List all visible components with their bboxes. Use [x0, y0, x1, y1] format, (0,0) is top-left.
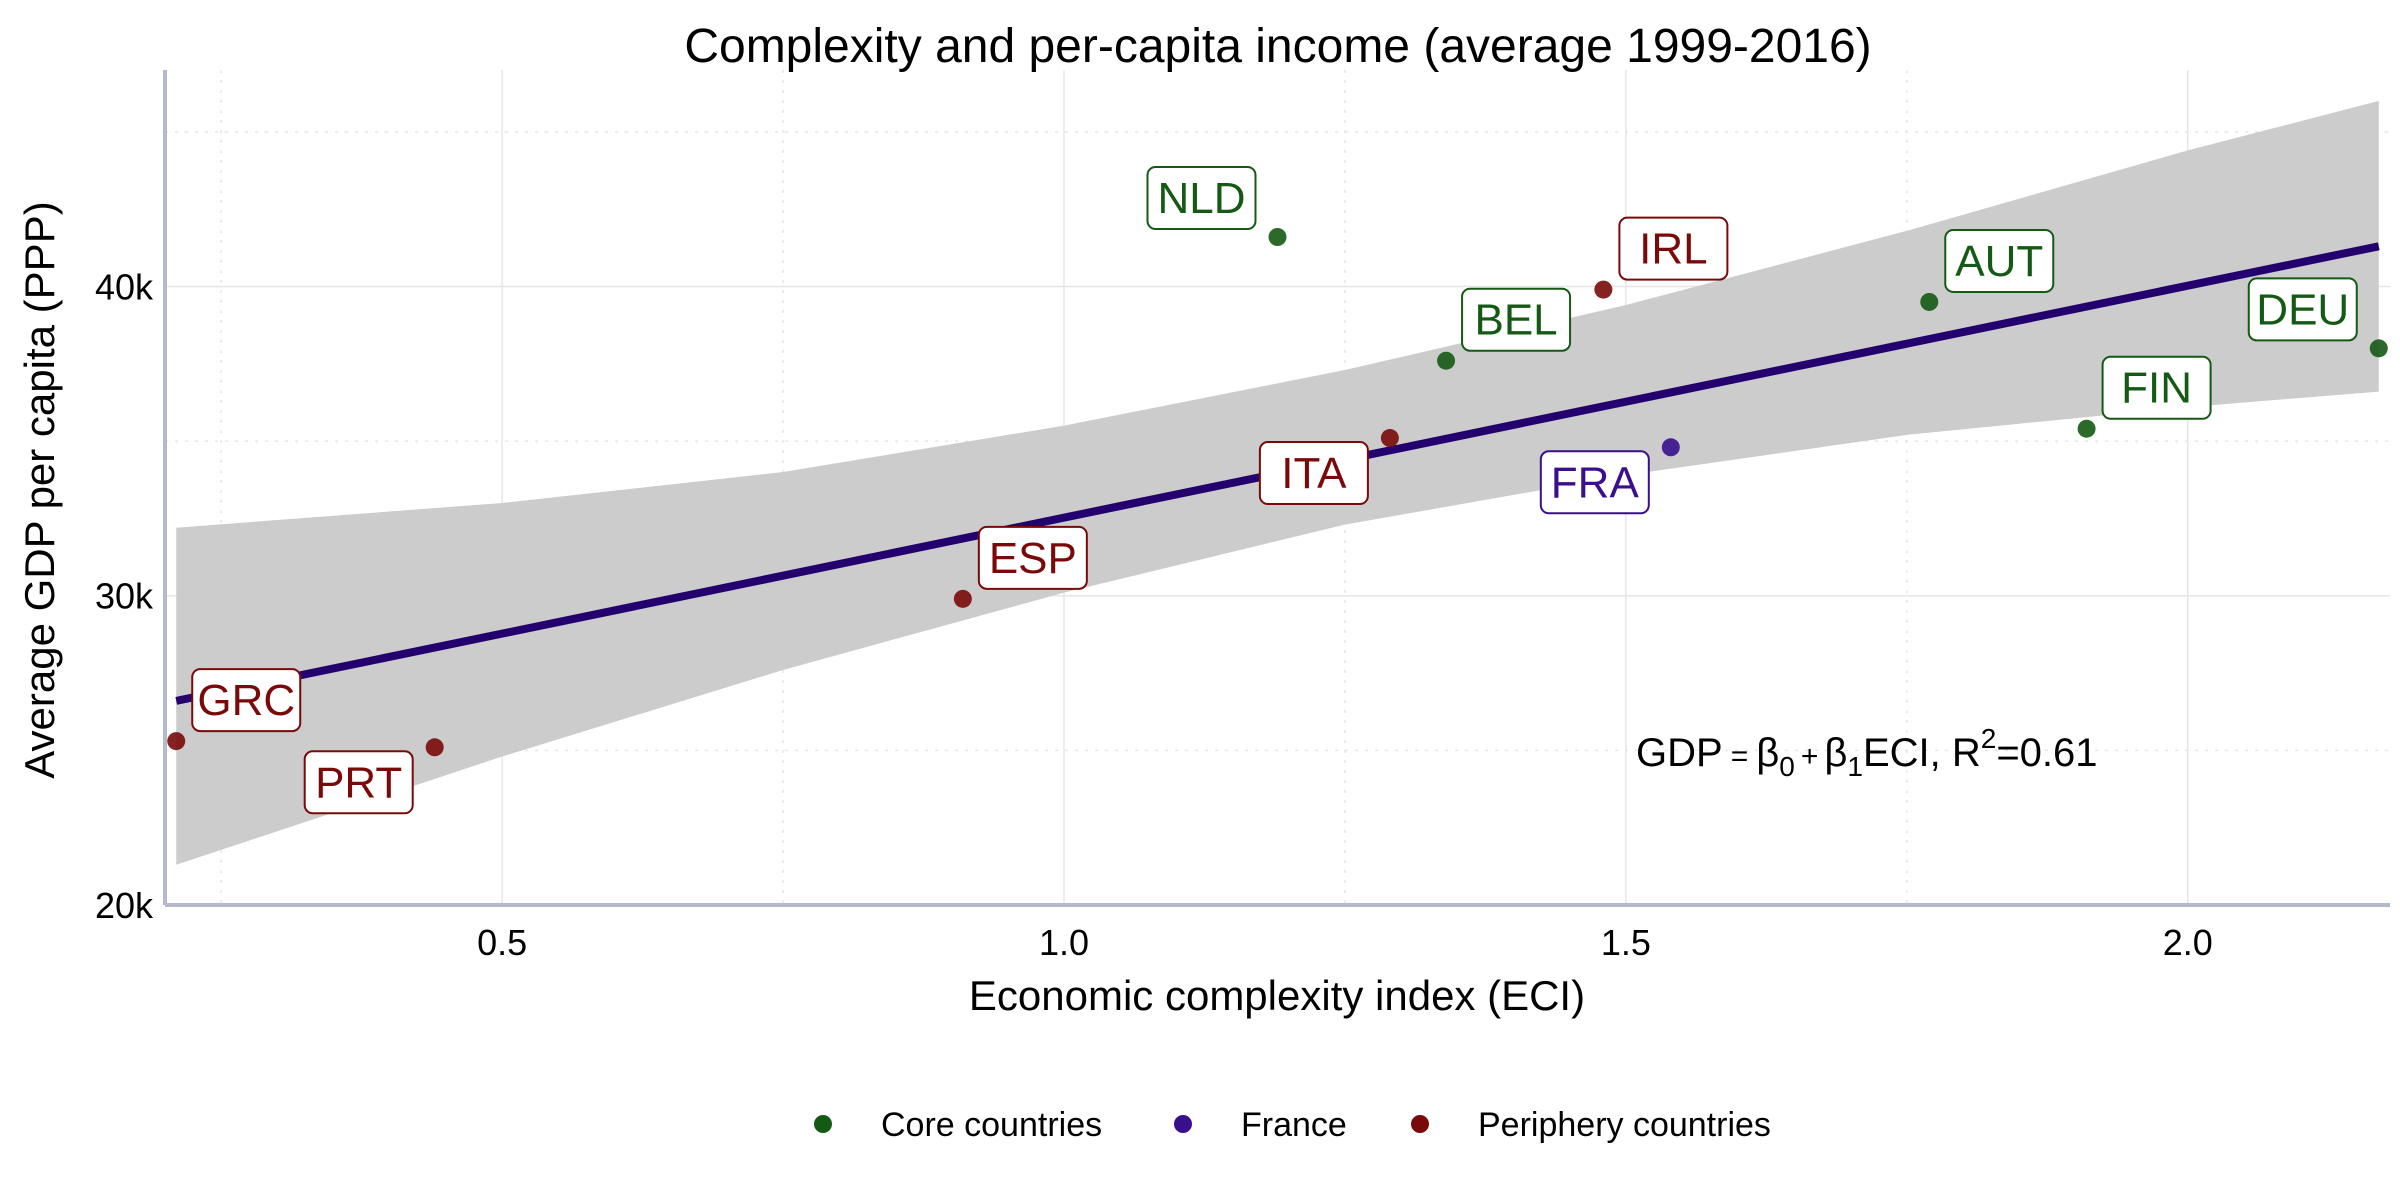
data-point [2077, 419, 2096, 438]
data-point [1594, 280, 1613, 299]
point-label-box [1258, 441, 1369, 506]
point-label: ESP [989, 534, 1077, 583]
y-axis-title: Average GDP per capita (PPP) [16, 201, 63, 778]
legend-label: Periphery countries [1478, 1106, 1771, 1144]
regression-annotation: GDP = β0 + β1ECI, R2=0.61 [1636, 723, 2098, 782]
point-label: DEU [2256, 285, 2349, 334]
point-labels: NLD BEL AUT FIN DEU FRA IRL ITA ESP GRC PRT [191, 166, 2358, 815]
point-label-box [1461, 287, 1572, 352]
data-point [1920, 292, 1939, 311]
x-tick-label: 1.0 [1039, 922, 1089, 963]
point-label: FRA [1551, 458, 1640, 507]
point-label-box [2101, 355, 2212, 420]
point-label: PRT [315, 758, 402, 807]
point-label-box [1539, 450, 1650, 515]
legend-swatch [1174, 1115, 1192, 1133]
axis-ticks: 0.5 1.0 1.5 2.0 20k 30k 40k [95, 266, 2213, 963]
point-label-box [977, 525, 1088, 590]
legend: Core countries France Periphery countries [814, 1106, 1771, 1144]
data-point [425, 738, 444, 757]
x-tick-label: 2.0 [2163, 922, 2213, 963]
x-tick-label: 1.5 [1601, 922, 1651, 963]
data-point [1661, 438, 1680, 457]
y-tick-label: 30k [95, 576, 154, 617]
point-label-box [2247, 277, 2358, 342]
point-label: FIN [2121, 364, 2192, 413]
legend-swatch [1411, 1115, 1429, 1133]
point-label-box [303, 750, 414, 815]
point-label: BEL [1474, 296, 1557, 345]
point-label: AUT [1955, 237, 2043, 286]
data-point [1268, 228, 1287, 246]
point-label: IRL [1639, 225, 1707, 274]
point-label-box [1944, 228, 2055, 293]
point-label: GRC [197, 676, 295, 725]
data-point [167, 732, 186, 751]
y-tick-label: 20k [95, 885, 154, 926]
data-points [167, 228, 2388, 757]
x-tick-label: 0.5 [477, 922, 527, 963]
data-point [1437, 351, 1456, 370]
y-tick-label: 40k [95, 266, 154, 307]
legend-label: Core countries [881, 1106, 1102, 1144]
point-label-box [1146, 166, 1257, 230]
data-point [1380, 429, 1399, 448]
chart-title: Complexity and per-capita income (averag… [684, 20, 1871, 73]
x-axis-title: Economic complexity index (ECI) [969, 972, 1585, 1019]
point-label: NLD [1157, 174, 1245, 223]
point-label-box [191, 668, 302, 733]
point-label: ITA [1281, 449, 1347, 498]
legend-label: France [1241, 1106, 1347, 1144]
legend-swatch [814, 1115, 832, 1133]
data-point [953, 589, 972, 608]
point-label-box [1618, 216, 1729, 281]
data-point [2369, 339, 2388, 358]
